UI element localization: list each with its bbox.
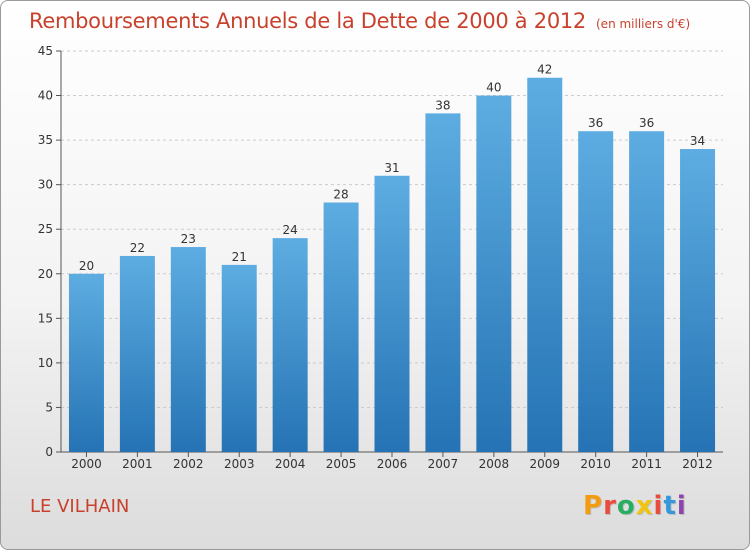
x-tick-label-2003: 2003 xyxy=(224,457,255,471)
bar-2009 xyxy=(527,77,563,452)
bar-2000 xyxy=(68,273,104,452)
data-label-2006: 31 xyxy=(384,161,399,175)
x-tick-label-2009: 2009 xyxy=(529,457,560,471)
y-tick-label: 0 xyxy=(45,445,53,459)
bar-2003 xyxy=(221,264,257,452)
location-label: LE VILHAIN xyxy=(30,496,130,517)
data-label-2001: 22 xyxy=(130,241,145,255)
data-label-2002: 23 xyxy=(181,232,196,246)
data-label-2004: 24 xyxy=(283,223,298,237)
data-label-2005: 28 xyxy=(333,187,348,201)
bar-2007 xyxy=(425,113,461,452)
x-tick-label-2000: 2000 xyxy=(71,457,102,471)
logo-letter: i xyxy=(653,491,664,521)
bar-2008 xyxy=(476,95,512,453)
data-label-2000: 20 xyxy=(79,259,94,273)
y-tick-label: 20 xyxy=(38,267,53,281)
x-tick-label-2011: 2011 xyxy=(631,457,662,471)
x-tick-label-2001: 2001 xyxy=(122,457,153,471)
logo-letter: r xyxy=(603,491,617,521)
y-tick-label: 5 xyxy=(45,400,53,414)
logo-letter: x xyxy=(635,491,654,521)
bar-2002 xyxy=(170,247,206,452)
y-tick-label: 25 xyxy=(38,222,53,236)
bar-2005 xyxy=(323,202,359,452)
logo-letter: o xyxy=(616,491,636,521)
x-tick-label-2012: 2012 xyxy=(682,457,713,471)
x-tick-label-2007: 2007 xyxy=(428,457,459,471)
bar-2004 xyxy=(272,238,308,452)
x-tick-label-2008: 2008 xyxy=(479,457,510,471)
x-tick-label-2004: 2004 xyxy=(275,457,306,471)
y-tick-label: 10 xyxy=(38,356,53,370)
bar-2006 xyxy=(374,175,410,452)
bar-2001 xyxy=(119,255,155,452)
y-tick-label: 45 xyxy=(38,44,53,58)
chart-subtitle: (en milliers d'€) xyxy=(596,17,691,31)
data-label-2011: 36 xyxy=(639,116,654,130)
data-label-2008: 40 xyxy=(486,81,501,95)
logo-letter: t xyxy=(663,491,677,521)
bars xyxy=(68,77,716,453)
x-tick-label-2010: 2010 xyxy=(580,457,611,471)
y-tick-label: 40 xyxy=(38,89,53,103)
x-tick-label-2002: 2002 xyxy=(173,457,204,471)
logo-letter: P xyxy=(583,491,604,521)
bar-2010 xyxy=(578,131,614,452)
data-label-2003: 21 xyxy=(232,250,247,264)
y-tick-label: 30 xyxy=(38,178,53,192)
data-label-2009: 42 xyxy=(537,63,552,77)
proxiti-logo[interactable]: Proxiti xyxy=(583,491,687,521)
data-label-2007: 38 xyxy=(435,98,450,112)
x-tick-label-2006: 2006 xyxy=(377,457,408,471)
data-labels: 20 22 23 21 24 28 31 38 40 42 36 36 34 xyxy=(79,63,705,273)
bar-2012 xyxy=(680,149,716,452)
y-tick-label: 35 xyxy=(38,133,53,147)
data-label-2012: 34 xyxy=(690,134,705,148)
chart-title-text: Remboursements Annuels de la Dette de 20… xyxy=(29,9,586,33)
bar-2011 xyxy=(629,131,665,452)
y-tick-label: 15 xyxy=(38,311,53,325)
logo-letter: i xyxy=(676,491,687,521)
chart-title: Remboursements Annuels de la Dette de 20… xyxy=(29,9,690,33)
x-tick-label-2005: 2005 xyxy=(326,457,357,471)
data-label-2010: 36 xyxy=(588,116,603,130)
